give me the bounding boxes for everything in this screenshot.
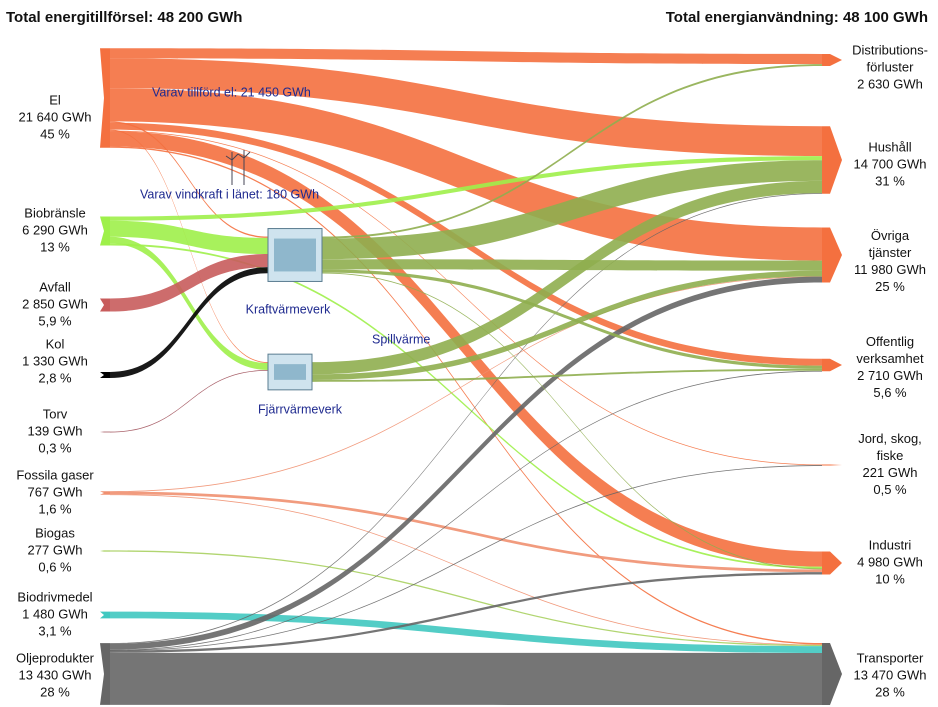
node-label: 5,9 %	[38, 313, 72, 328]
node-label: Offentlig	[866, 334, 914, 349]
node-label: 2 710 GWh	[857, 368, 923, 383]
flow	[110, 465, 822, 651]
node-label: 14 700 GWh	[854, 156, 927, 171]
node-label: 25 %	[875, 279, 905, 294]
node-label: 0,6 %	[38, 559, 72, 574]
node-label: 28 %	[875, 684, 905, 699]
node-label: 11 980 GWh	[854, 262, 926, 277]
node-label: Övriga	[871, 228, 910, 243]
chart-subtitle: Total energianvändning: 48 100 GWh	[666, 9, 928, 26]
node-label: 5,6 %	[873, 385, 907, 400]
source-node	[100, 432, 110, 433]
plant-label: Fjärrvärmeverk	[258, 402, 343, 416]
target-node	[822, 126, 842, 194]
node-label: Biobränsle	[24, 205, 85, 220]
source-node	[100, 298, 110, 311]
flow	[110, 653, 822, 705]
node-label: 2,8 %	[38, 370, 72, 385]
chart: El 21 640 GWh 45 % Biobränsle 6 290 GWh 13 % A…	[0, 0, 938, 707]
target-node	[822, 464, 842, 465]
source-node	[100, 643, 110, 705]
node-label: 139 GWh	[28, 423, 83, 438]
flow	[110, 221, 268, 254]
source-node	[100, 48, 110, 148]
node-label: 2 630 GWh	[857, 76, 923, 91]
node-label: 28 %	[40, 684, 70, 699]
target-node	[822, 552, 842, 575]
node-label: 0,3 %	[38, 440, 72, 455]
node-label: 13 %	[40, 239, 70, 254]
node-label: Industri	[869, 537, 912, 552]
node-label: Transporter	[857, 650, 924, 665]
annotation: Varav vindkraft i länet: 180 GWh	[140, 187, 319, 201]
node-label: 10 %	[875, 571, 905, 586]
node-label: 2 850 GWh	[22, 296, 88, 311]
source-node	[100, 491, 110, 495]
node-label: Distributions-	[852, 42, 928, 57]
node-label: fiske	[877, 448, 904, 463]
flow	[322, 273, 822, 570]
node-label: 13 430 GWh	[19, 667, 92, 682]
flow	[110, 370, 268, 433]
flow	[110, 276, 822, 492]
plant-building	[274, 239, 316, 272]
node-label: Oljeprodukter	[16, 650, 95, 665]
node-label: 0,5 %	[873, 482, 907, 497]
node-label: El	[49, 92, 61, 107]
plant-label: Kraftvärmeverk	[246, 302, 331, 316]
node-label: 31 %	[875, 173, 905, 188]
source-node	[100, 372, 110, 378]
source-node	[100, 217, 110, 246]
annotation: Varav tillförd el: 21 450 GWh	[152, 85, 311, 99]
node-label: Avfall	[39, 279, 71, 294]
node-label: Biodrivmedel	[17, 589, 92, 604]
target-node	[822, 359, 842, 371]
flow	[110, 494, 822, 645]
node-label: 21 640 GWh	[19, 109, 92, 124]
node-label: 1,6 %	[38, 501, 72, 516]
node-label: Hushåll	[868, 139, 911, 154]
node-label: 4 980 GWh	[857, 554, 923, 569]
node-label: Torv	[43, 406, 68, 421]
node-label: Fossila gaser	[16, 467, 94, 482]
target-node	[822, 227, 842, 282]
node-label: 221 GWh	[863, 465, 918, 480]
plant-building	[274, 364, 306, 380]
links	[110, 48, 822, 705]
node-label: 1 330 GWh	[22, 353, 88, 368]
flow	[110, 492, 822, 573]
flow	[110, 371, 822, 651]
node-label: Jord, skog,	[858, 431, 922, 446]
flow	[110, 277, 822, 650]
node-label: tjänster	[869, 245, 912, 260]
node-label: 3,1 %	[38, 623, 72, 638]
target-node	[822, 643, 842, 705]
node-label: 1 480 GWh	[22, 606, 88, 621]
node-label: 13 470 GWh	[854, 667, 927, 682]
target-node	[822, 54, 842, 66]
node-label: verksamhet	[856, 351, 924, 366]
node-label: Kol	[46, 336, 65, 351]
node-label: Biogas	[35, 525, 75, 540]
node-label: 767 GWh	[28, 484, 83, 499]
node-label: 45 %	[40, 126, 70, 141]
node-label: förluster	[867, 59, 915, 74]
source-node	[100, 612, 110, 619]
node-label: 6 290 GWh	[22, 222, 88, 237]
source-node	[100, 550, 110, 551]
annotation: Spillvärme	[372, 332, 430, 346]
chart-title: Total energitillförsel: 48 200 GWh	[6, 9, 242, 26]
node-label: 277 GWh	[28, 542, 83, 557]
